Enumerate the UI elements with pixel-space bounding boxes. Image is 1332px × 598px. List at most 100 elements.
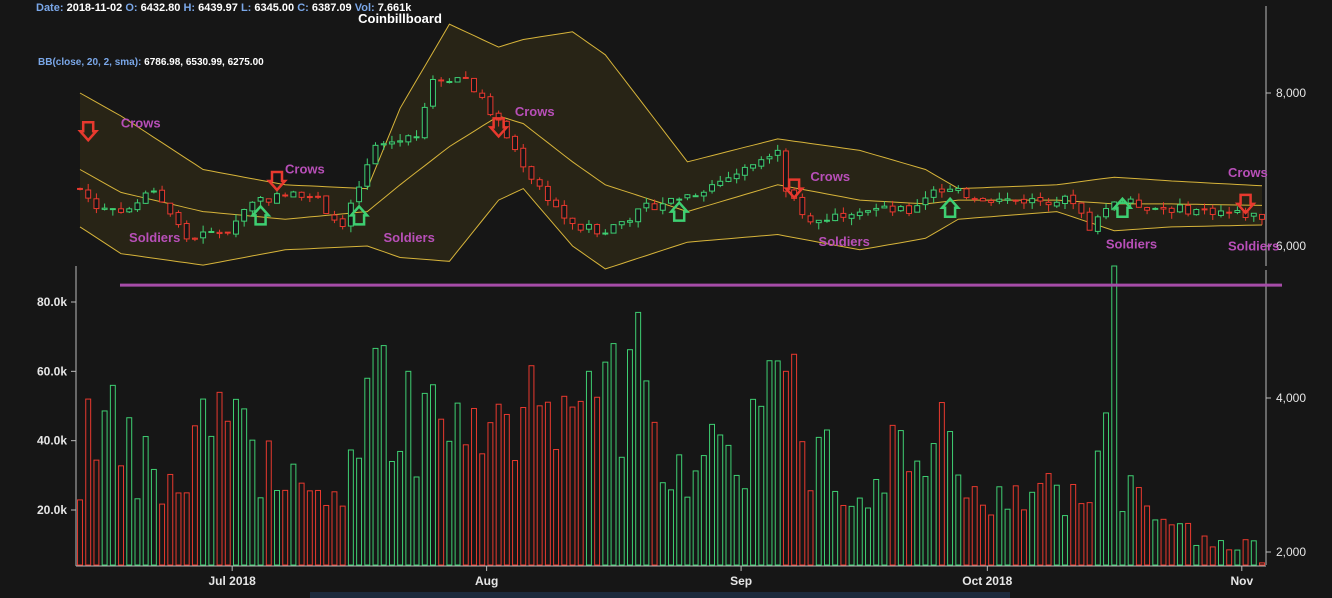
volume-bar <box>1168 524 1175 566</box>
candle-body <box>282 194 289 197</box>
volume-bar <box>996 486 1003 566</box>
volume-bar <box>520 407 527 566</box>
candle-body <box>725 177 732 182</box>
time-tick-label: Sep <box>730 574 752 588</box>
candle-body <box>372 144 379 165</box>
volume-bar <box>142 436 149 566</box>
candle-body <box>1012 199 1019 202</box>
bollinger-upper-line <box>79 23 1263 190</box>
close-label: C: <box>297 2 309 14</box>
volume-bar <box>1053 484 1060 566</box>
candle-body <box>758 159 765 167</box>
volume-bar <box>988 514 995 566</box>
soldiers-arrow-icon <box>348 204 370 226</box>
volume-bar <box>1201 535 1208 566</box>
open-value: 6432.80 <box>140 2 181 14</box>
volume-bar <box>159 503 166 566</box>
volume-bar <box>906 471 913 566</box>
candle-body <box>988 200 995 203</box>
volume-bar <box>1127 475 1134 566</box>
volume-bar <box>265 440 272 566</box>
candle-body <box>1259 213 1265 220</box>
volume-bar <box>856 497 863 566</box>
volume-bar <box>93 459 100 566</box>
volume-bar <box>356 457 363 566</box>
volume-bar <box>290 463 297 566</box>
candle-body <box>1070 194 1077 205</box>
candle-body <box>1185 204 1192 215</box>
volume-bar <box>668 489 674 566</box>
candle-body <box>1234 210 1241 213</box>
candle-body <box>405 135 412 143</box>
candle-body <box>1119 202 1126 205</box>
crows-arrow-icon <box>77 121 99 143</box>
candle-body <box>216 231 223 235</box>
volume-bar <box>1078 503 1085 566</box>
volume-bar <box>1086 502 1093 566</box>
candle-body <box>561 204 568 219</box>
candle-body <box>733 173 740 180</box>
volume-bar <box>1250 540 1257 566</box>
candle-body <box>471 77 477 93</box>
candle-body <box>134 202 141 211</box>
close-value: 6387.09 <box>311 2 352 14</box>
chart-title-row: Coinbillboard <box>0 11 1332 26</box>
candle-body <box>315 195 322 198</box>
candle-body <box>191 237 198 240</box>
candlestick-layer <box>77 71 1265 244</box>
volume-bar <box>257 497 264 566</box>
volume-bar <box>741 488 748 566</box>
bollinger-label: BB(close, 20, 2, sma): <box>38 57 142 68</box>
volume-bar <box>1037 482 1044 566</box>
candle-body <box>1250 212 1257 217</box>
volume-bar <box>889 424 896 566</box>
volume-bar <box>585 370 592 566</box>
candle-body <box>1004 198 1011 201</box>
candle-body <box>380 143 387 146</box>
date-label: Date: <box>36 2 64 14</box>
candle-body <box>889 205 896 213</box>
candle-body <box>602 232 609 235</box>
candle-body <box>1193 209 1200 216</box>
candle-body <box>1086 211 1093 231</box>
candle-body <box>388 141 395 145</box>
volume-bar <box>1176 523 1183 566</box>
volume-bar <box>274 490 280 566</box>
candle-body <box>873 207 880 211</box>
volume-bar <box>791 353 798 566</box>
pattern-label: Soldiers <box>129 230 180 245</box>
volume-bar <box>758 405 765 566</box>
volume-bar <box>774 360 781 566</box>
candle-body <box>930 189 937 198</box>
volume-bar <box>429 384 436 566</box>
volume-bar <box>397 450 404 566</box>
candle-body <box>167 202 174 215</box>
volume-bar <box>1004 508 1011 566</box>
candle-body <box>93 198 100 210</box>
volume-bar <box>717 434 724 566</box>
volume-bar <box>569 406 576 566</box>
candle-body <box>1217 210 1224 216</box>
candle-body <box>635 208 642 223</box>
volume-label: Vol: <box>354 2 375 14</box>
candle-body <box>241 208 248 222</box>
volume-bar <box>405 370 412 566</box>
candle-body <box>1029 198 1036 204</box>
candle-body <box>208 230 215 233</box>
candle-body <box>421 106 428 139</box>
volume-tick-label: 40.0k <box>37 434 67 448</box>
volume-bar <box>1070 483 1077 566</box>
volume-bar <box>101 410 108 566</box>
candle-body <box>1094 216 1101 232</box>
candle-body <box>462 76 469 79</box>
volume-bar <box>1226 549 1233 566</box>
volume-bar <box>651 421 658 566</box>
time-scrollbar[interactable] <box>310 592 1010 598</box>
volume-bar <box>700 455 707 566</box>
volume-bar <box>462 444 469 566</box>
candle-body <box>528 166 535 180</box>
volume-bar <box>832 490 839 566</box>
candle-body <box>1152 207 1159 210</box>
candle-body <box>963 188 970 199</box>
